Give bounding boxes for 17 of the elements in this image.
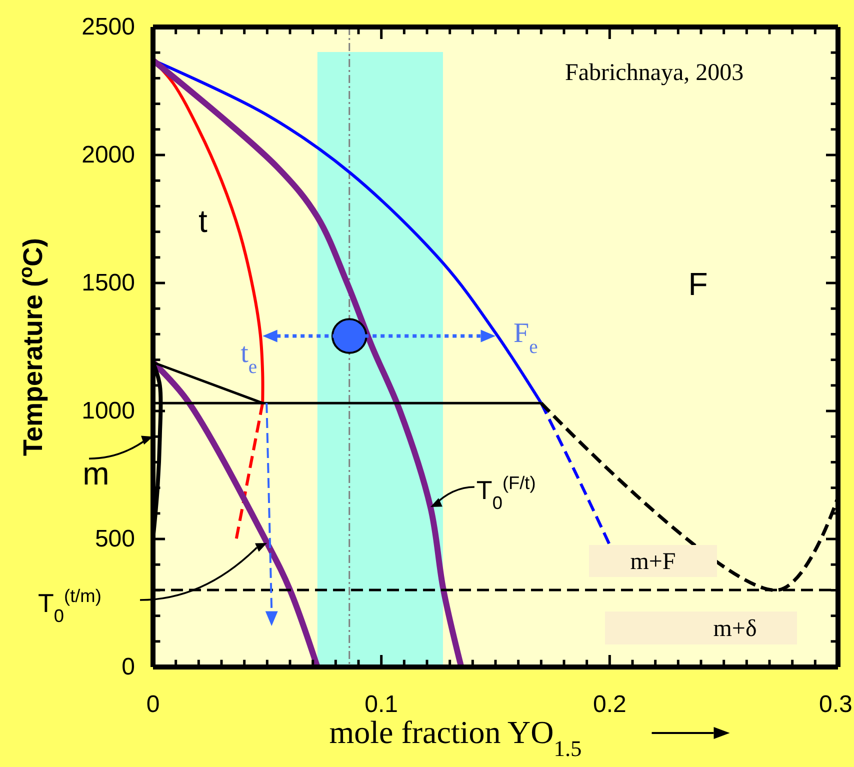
y-tick-label: 2500 bbox=[82, 14, 135, 41]
y-tick-label: 1000 bbox=[82, 398, 135, 425]
y-tick-label: 1500 bbox=[82, 270, 135, 297]
x-tick-label: 0.2 bbox=[592, 691, 626, 718]
annotation: m+F bbox=[630, 549, 676, 575]
annotation: F bbox=[688, 266, 708, 302]
y-tick-label: 500 bbox=[94, 526, 135, 553]
annotation: m+δ bbox=[713, 616, 757, 642]
annotation: t bbox=[198, 203, 208, 239]
x-tick-label: 0.3 bbox=[819, 691, 852, 718]
annotation: F$_{e}$ bbox=[514, 318, 538, 358]
annotation: Fabrichnaya, 2003 bbox=[565, 60, 744, 86]
annotation: m bbox=[82, 456, 110, 492]
annotation: t$_{e}$ bbox=[240, 338, 258, 378]
x-tick-label: 0 bbox=[146, 691, 160, 718]
y-tick-label: 2000 bbox=[82, 142, 135, 169]
y-tick-label: 0 bbox=[122, 654, 135, 681]
